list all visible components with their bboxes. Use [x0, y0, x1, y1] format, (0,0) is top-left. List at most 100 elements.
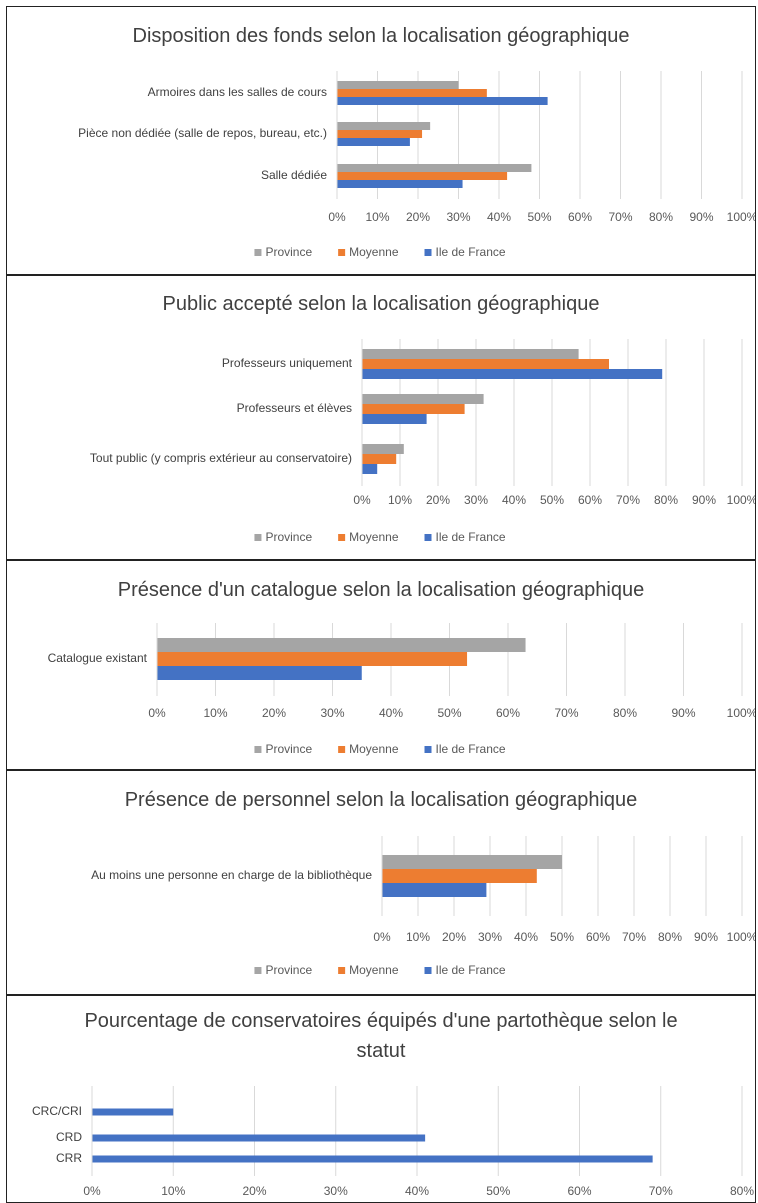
- x-tick-label: 90%: [689, 210, 713, 224]
- category-label: Salle dédiée: [261, 168, 327, 182]
- bar: [382, 883, 487, 897]
- bar: [362, 359, 609, 369]
- chart-title: Pourcentage de conservatoires équipés d'…: [84, 1010, 678, 1062]
- chart: 0% 10% 20% 30% 40% 50% 60% 70% 80% 90% 100% Catalog…: [48, 623, 756, 756]
- bar: [382, 869, 537, 883]
- legend-label: Moyenne: [349, 530, 399, 544]
- x-tick-label: 30%: [446, 210, 470, 224]
- x-tick-label: 50%: [540, 493, 564, 507]
- x-tick-label: 0%: [83, 1184, 101, 1198]
- bar: [362, 454, 397, 464]
- chart: 0% 10% 20% 30% 40% 50% 60% 70% 80% 90% 100% Profess…: [90, 339, 756, 544]
- legend-swatch: [338, 967, 346, 974]
- bar: [362, 444, 404, 454]
- bar: [362, 394, 484, 404]
- x-tick-label: 60%: [586, 930, 610, 944]
- bar: [92, 1155, 653, 1163]
- bar: [362, 464, 378, 474]
- legend-swatch: [254, 967, 262, 974]
- x-tick-label: 80%: [649, 210, 673, 224]
- category-label: Professeurs et élèves: [237, 401, 352, 415]
- x-tick-label: 50%: [550, 930, 574, 944]
- x-tick-label: 70%: [622, 930, 646, 944]
- bar: [337, 172, 508, 180]
- x-tick-label: 90%: [694, 930, 718, 944]
- x-tick-label: 10%: [161, 1184, 185, 1198]
- x-tick-label: 30%: [320, 706, 344, 720]
- chart-title: Public accepté selon la localisation géo…: [162, 293, 600, 315]
- x-tick-label: 50%: [486, 1184, 510, 1198]
- x-tick-label: 10%: [203, 706, 227, 720]
- x-tick-label: 40%: [502, 493, 526, 507]
- category-label: CRD: [56, 1130, 82, 1144]
- bar: [337, 164, 532, 172]
- legend-label: Moyenne: [349, 245, 399, 259]
- bar: [337, 130, 423, 138]
- x-tick-label: 70%: [554, 706, 578, 720]
- bar: [92, 1134, 426, 1142]
- x-tick-label: 70%: [616, 493, 640, 507]
- x-tick-label: 30%: [478, 930, 502, 944]
- bar: [337, 180, 463, 188]
- x-tick-label: 0%: [328, 210, 346, 224]
- bar: [362, 369, 663, 379]
- bar: [362, 404, 465, 414]
- legend-swatch: [254, 249, 262, 256]
- x-tick-label: 20%: [442, 930, 466, 944]
- chart-panel: 0% 10% 20% 30% 40% 50% 60% 70% 80% 90% 100% Au moin…: [6, 770, 756, 995]
- x-tick-label: 80%: [654, 493, 678, 507]
- x-tick-label: 10%: [406, 930, 430, 944]
- x-tick-label: 30%: [464, 493, 488, 507]
- x-tick-label: 60%: [567, 1184, 591, 1198]
- category-label: Tout public (y compris extérieur au cons…: [90, 451, 352, 465]
- x-tick-label: 40%: [379, 706, 403, 720]
- x-tick-label: 10%: [388, 493, 412, 507]
- x-tick-label: 0%: [373, 930, 391, 944]
- x-tick-label: 90%: [671, 706, 695, 720]
- legend-label: Ile de France: [436, 742, 506, 756]
- x-tick-label: 40%: [487, 210, 511, 224]
- legend-swatch: [424, 249, 432, 256]
- x-tick-label: 100%: [727, 930, 756, 944]
- bar: [337, 97, 548, 105]
- legend-label: Moyenne: [349, 963, 399, 977]
- x-tick-label: 100%: [727, 706, 756, 720]
- bar: [157, 638, 526, 652]
- legend-swatch: [424, 746, 432, 753]
- chart-title: Présence d'un catalogue selon la localis…: [117, 579, 645, 601]
- x-tick-label: 70%: [608, 210, 632, 224]
- chart: 0% 10% 20% 30% 40% 50% 60% 70% 80% CRC/CRI CRD CRR: [32, 1086, 754, 1198]
- x-tick-label: 70%: [649, 1184, 673, 1198]
- chart: 0% 10% 20% 30% 40% 50% 60% 70% 80% 90% 100% Au moin…: [91, 836, 756, 977]
- legend-swatch: [338, 746, 346, 753]
- legend-label: Province: [265, 245, 312, 259]
- x-tick-label: 80%: [658, 930, 682, 944]
- category-label: Catalogue existant: [48, 651, 148, 665]
- category-label: CRC/CRI: [32, 1104, 82, 1118]
- bar: [157, 652, 468, 666]
- bar: [382, 855, 562, 869]
- legend-swatch: [424, 534, 432, 541]
- x-tick-label: 20%: [242, 1184, 266, 1198]
- x-tick-label: 100%: [727, 493, 756, 507]
- x-tick-label: 60%: [568, 210, 592, 224]
- bar: [337, 89, 487, 97]
- chart-panel: 0% 10% 20% 30% 40% 50% 60% 70% 80% 90% 100% Catalog…: [6, 560, 756, 770]
- legend-label: Ile de France: [436, 245, 506, 259]
- x-tick-label: 60%: [496, 706, 520, 720]
- x-tick-label: 50%: [527, 210, 551, 224]
- legend-label: Province: [265, 963, 312, 977]
- legend-swatch: [338, 534, 346, 541]
- chart-title: Présence de personnel selon la localisat…: [124, 789, 638, 811]
- category-label: Au moins une personne en charge de la bi…: [91, 868, 372, 882]
- legend-swatch: [424, 967, 432, 974]
- chart-panel: 0% 10% 20% 30% 40% 50% 60% 70% 80% 90% 100% Profess…: [6, 275, 756, 560]
- bar: [157, 666, 362, 680]
- legend-label: Moyenne: [349, 742, 399, 756]
- x-tick-label: 20%: [262, 706, 286, 720]
- bar: [362, 414, 427, 424]
- x-tick-label: 0%: [148, 706, 166, 720]
- x-tick-label: 80%: [730, 1184, 754, 1198]
- x-tick-label: 50%: [437, 706, 461, 720]
